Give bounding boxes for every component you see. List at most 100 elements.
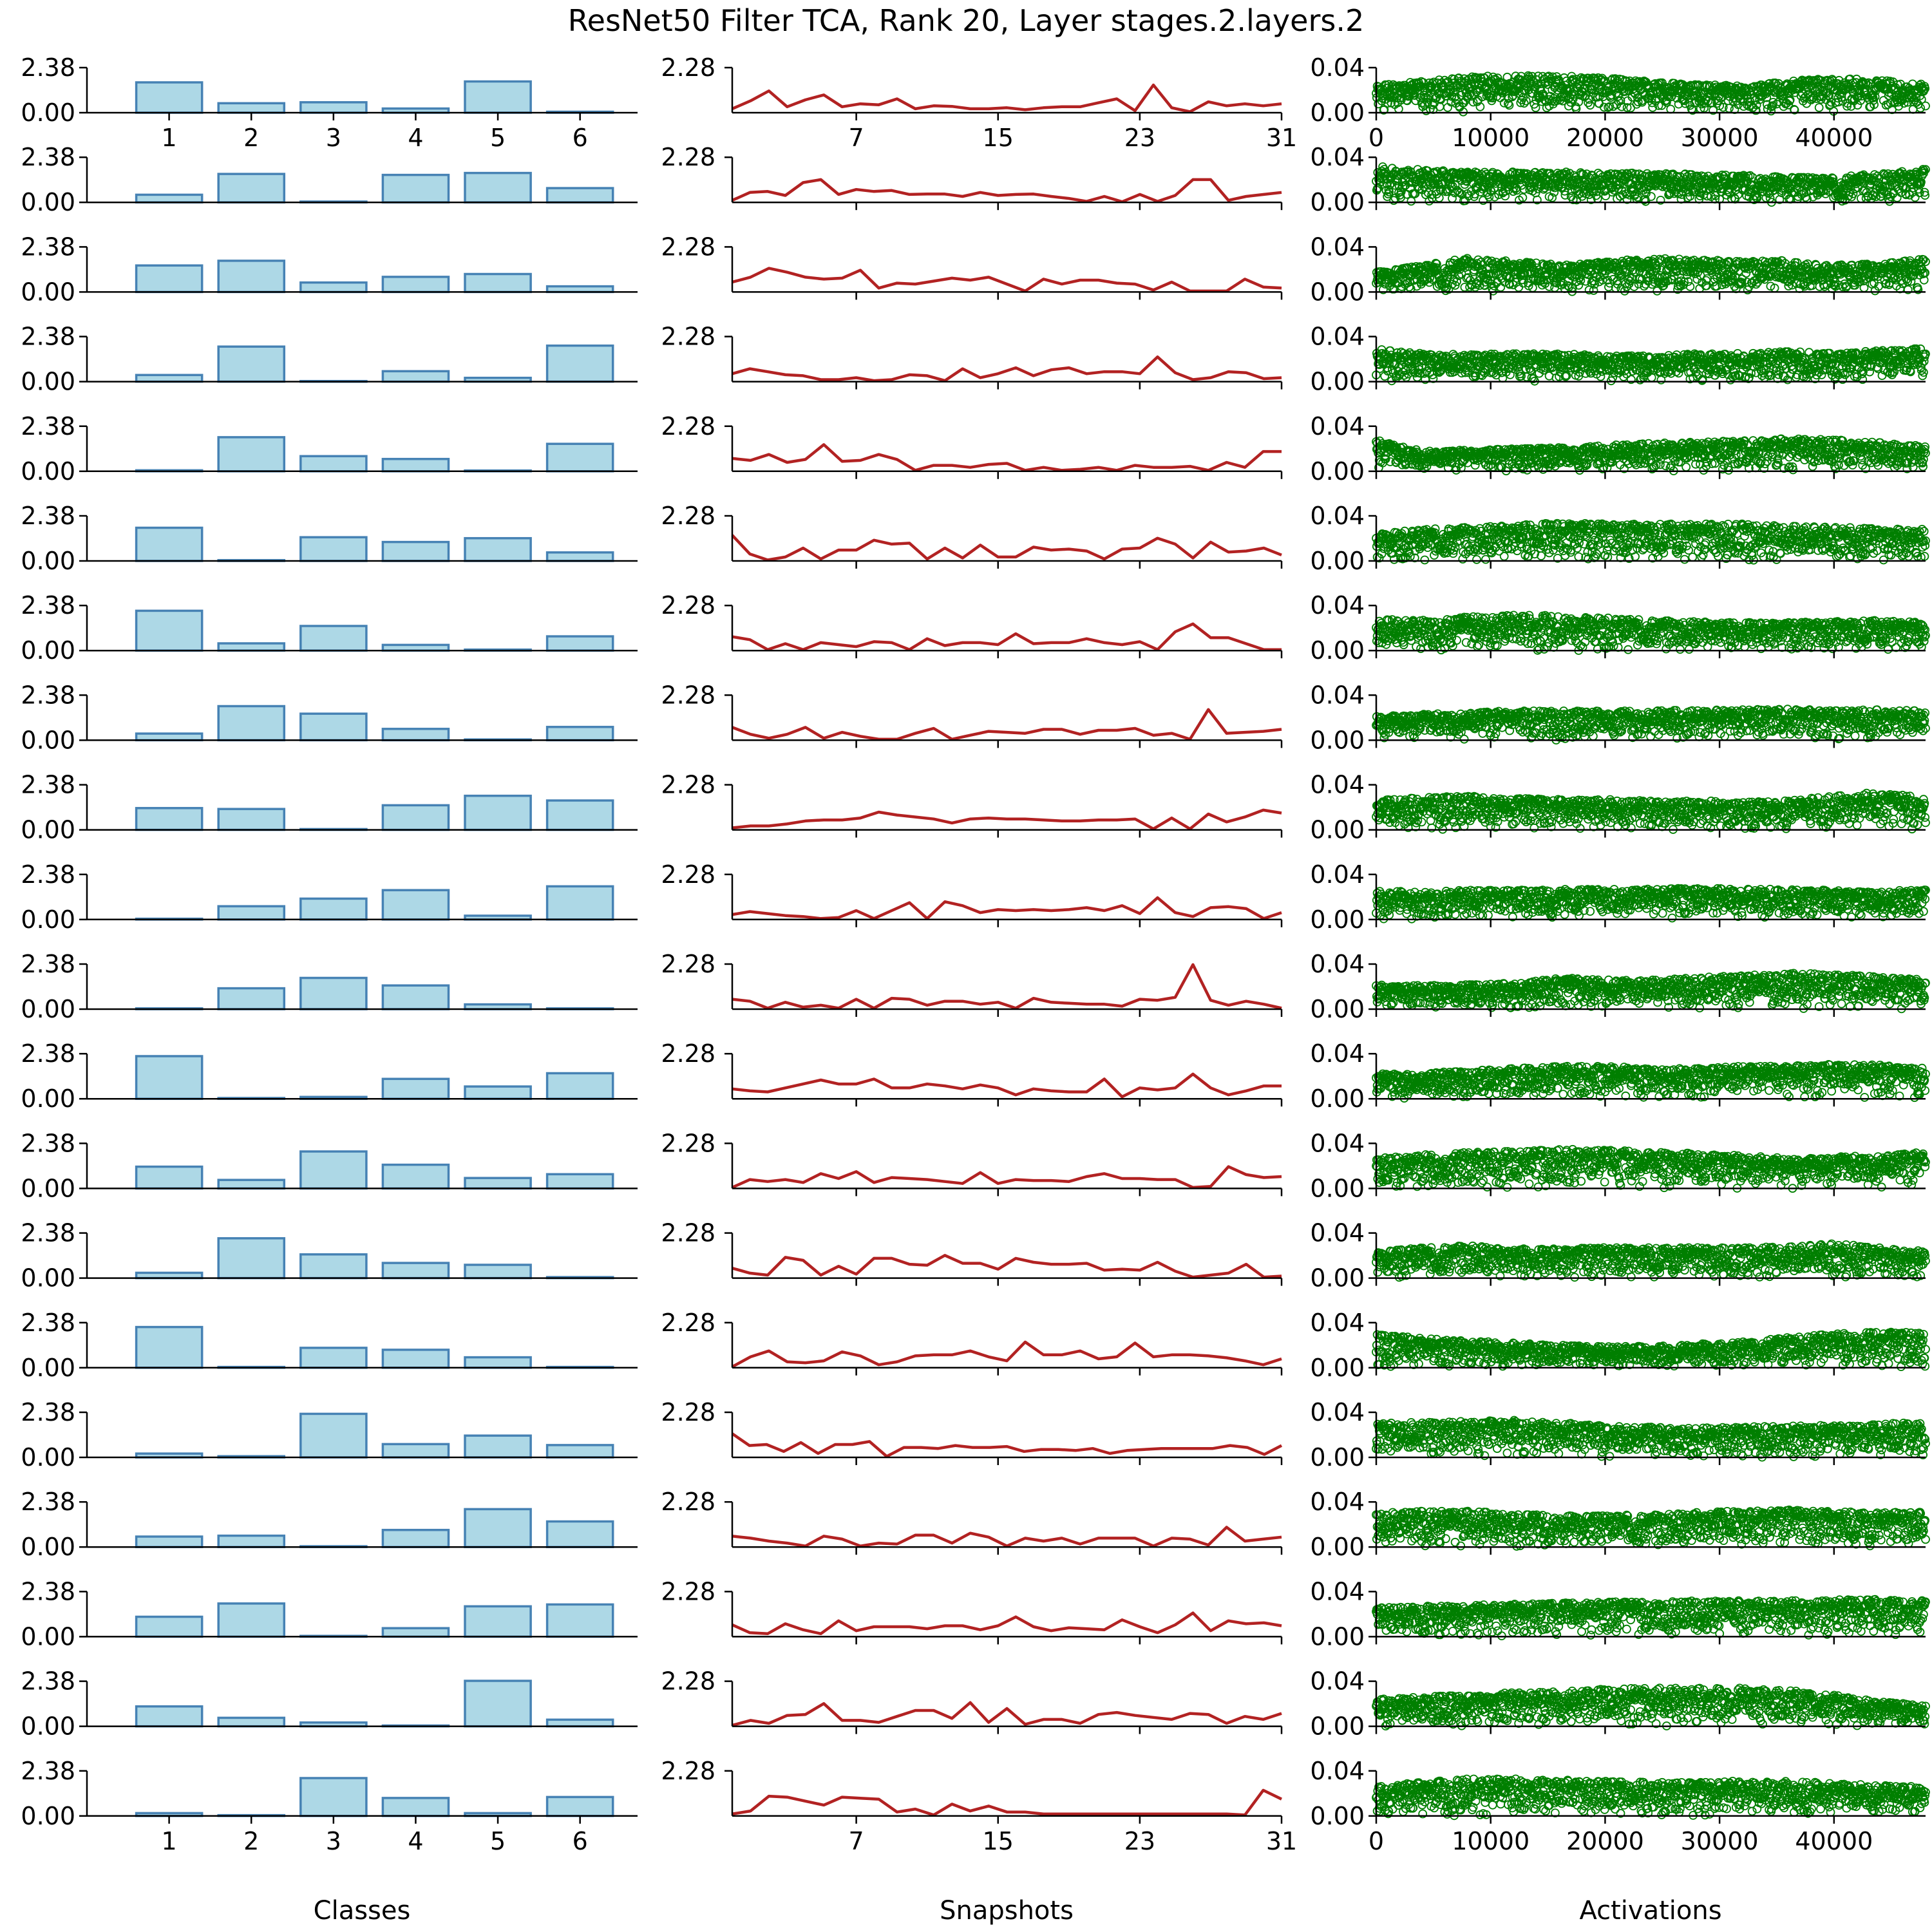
y-tick-label: 0.04	[1310, 1309, 1365, 1337]
class-bar	[465, 82, 531, 113]
y-tick-label: 2.28	[661, 232, 715, 261]
x-tick-label: 6	[573, 1827, 588, 1855]
y-tick-label: 0.00	[21, 1712, 75, 1741]
y-tick-label: 2.38	[21, 323, 75, 351]
class-bar	[383, 175, 448, 203]
class-bar	[218, 437, 284, 471]
y-tick-label: 2.28	[661, 681, 715, 709]
class-bar	[218, 706, 284, 741]
class-bar	[301, 1348, 366, 1368]
class-bar	[301, 283, 366, 292]
y-tick-label: 2.38	[21, 1577, 75, 1605]
x-tick-label: 10000	[1452, 1827, 1530, 1855]
x-tick-label: 4	[408, 1827, 423, 1855]
y-tick-label: 0.00	[1310, 278, 1365, 306]
y-tick-label: 0.00	[1310, 1712, 1365, 1741]
x-tick-label: 3	[326, 124, 341, 152]
class-bar	[301, 626, 366, 650]
class-bar	[137, 611, 202, 650]
y-tick-label: 2.38	[21, 950, 75, 978]
y-tick-label: 0.00	[21, 368, 75, 396]
class-bar	[465, 173, 531, 203]
y-tick-label: 2.28	[661, 950, 715, 978]
class-bar	[301, 1414, 366, 1457]
y-tick-label: 0.04	[1310, 681, 1365, 709]
y-tick-label: 0.00	[1310, 726, 1365, 754]
class-bar	[301, 1778, 366, 1816]
y-tick-label: 2.38	[21, 1039, 75, 1068]
class-bar	[383, 277, 448, 292]
y-tick-label: 0.00	[21, 816, 75, 844]
y-tick-label: 0.04	[1310, 1219, 1365, 1247]
x-tick-label: 2	[243, 1827, 259, 1855]
class-bar	[465, 538, 531, 561]
y-tick-label: 2.28	[661, 1667, 715, 1696]
y-tick-label: 2.28	[661, 591, 715, 620]
class-bar	[465, 1358, 531, 1368]
x-tick-label: 20000	[1566, 124, 1644, 152]
y-tick-label: 2.28	[661, 143, 715, 171]
class-bar	[137, 1617, 202, 1637]
class-bar	[383, 1530, 448, 1548]
class-bar	[137, 1327, 202, 1368]
class-bar	[465, 274, 531, 292]
class-bar	[137, 734, 202, 740]
x-tick-label: 0	[1368, 124, 1384, 152]
class-bar	[547, 1604, 613, 1636]
class-bar	[547, 800, 613, 830]
class-bar	[301, 1255, 366, 1278]
y-tick-label: 0.00	[21, 457, 75, 486]
y-tick-label: 2.38	[21, 232, 75, 261]
class-bar	[383, 459, 448, 471]
y-tick-label: 2.28	[661, 1309, 715, 1337]
activation-points	[1372, 1417, 1929, 1461]
y-tick-label: 0.00	[21, 188, 75, 216]
y-tick-label: 0.00	[21, 1264, 75, 1293]
class-bar	[383, 1798, 448, 1816]
class-bar	[218, 1238, 284, 1278]
y-tick-label: 0.00	[1310, 457, 1365, 486]
class-bar	[547, 346, 613, 382]
x-tick-label: 30000	[1681, 124, 1759, 152]
class-bar	[383, 890, 448, 920]
class-bar	[137, 808, 202, 830]
class-bar	[383, 1079, 448, 1099]
y-tick-label: 0.00	[21, 995, 75, 1023]
x-tick-label: 5	[490, 124, 506, 152]
class-bar	[218, 1718, 284, 1726]
y-tick-label: 0.00	[1310, 547, 1365, 575]
class-bar	[547, 886, 613, 920]
y-tick-label: 0.00	[1310, 1622, 1365, 1651]
class-bar	[218, 174, 284, 202]
class-bar	[218, 1180, 284, 1188]
class-bar	[383, 985, 448, 1009]
y-tick-label: 2.38	[21, 502, 75, 530]
y-tick-label: 2.28	[661, 771, 715, 799]
class-bar	[218, 1604, 284, 1637]
class-bar	[137, 1056, 202, 1099]
class-bar	[383, 1350, 448, 1368]
class-bar	[547, 1174, 613, 1188]
y-tick-label: 0.00	[1310, 816, 1365, 844]
y-tick-label: 2.38	[21, 591, 75, 620]
class-bar	[547, 1797, 613, 1815]
class-bar	[547, 188, 613, 202]
x-tick-label: 7	[849, 124, 864, 152]
y-tick-label: 2.28	[661, 860, 715, 889]
y-tick-label: 2.38	[21, 53, 75, 82]
y-tick-label: 2.38	[21, 1129, 75, 1157]
x-tick-label: 30000	[1681, 1827, 1759, 1855]
x-tick-label: 23	[1124, 124, 1155, 152]
y-tick-label: 0.00	[1310, 636, 1365, 665]
y-tick-label: 0.00	[21, 1802, 75, 1830]
class-bar	[301, 537, 366, 561]
y-tick-label: 0.00	[21, 1533, 75, 1561]
class-bar	[383, 1628, 448, 1636]
class-bar	[301, 456, 366, 471]
class-bar	[218, 809, 284, 829]
y-tick-label: 0.04	[1310, 1667, 1365, 1696]
y-tick-label: 2.28	[661, 323, 715, 351]
y-tick-label: 0.04	[1310, 591, 1365, 620]
class-bar	[547, 1719, 613, 1726]
